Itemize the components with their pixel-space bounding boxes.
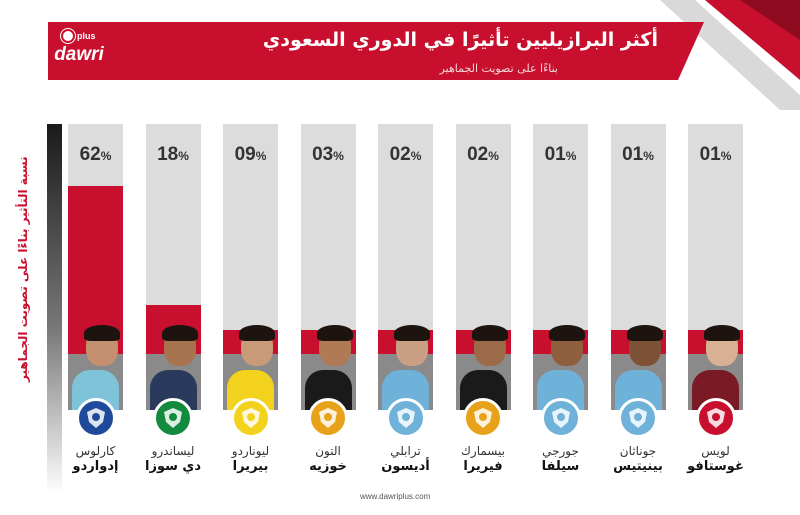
player-photo <box>227 325 275 410</box>
player-last-name: بيريرا <box>232 459 269 474</box>
batin-crest-icon <box>618 398 658 438</box>
player-first-name: كارلوس <box>75 444 116 458</box>
chart-subtitle: بناءًا على تصويت الجماهير <box>439 62 558 75</box>
player-hair <box>471 325 508 341</box>
batin-crest-icon <box>540 398 581 438</box>
data-label-value: 18 <box>157 144 179 165</box>
logo-plus-text: plus <box>77 31 96 41</box>
data-label-unit: % <box>643 149 654 163</box>
faisaly-crest-icon <box>695 398 736 438</box>
player-last-name: بينيتيس <box>613 459 663 474</box>
player-hair <box>239 325 275 341</box>
player-last-name: خوزيه <box>309 459 347 474</box>
qadsiah-crest-icon <box>308 398 348 438</box>
bar-column: 02% <box>455 124 511 438</box>
player-first-name: لويس <box>701 444 730 458</box>
nassr-crest-icon <box>230 398 271 438</box>
bar-column: 01% <box>533 124 588 438</box>
player-photo <box>382 325 430 410</box>
data-label-value: 01 <box>544 144 566 165</box>
chart-title: أكثر البرازيليين تأثيرًا في الدوري السعو… <box>262 29 658 51</box>
player-last-name: فيريرا <box>463 459 503 474</box>
player-photo <box>459 325 508 410</box>
data-label-unit: % <box>100 149 112 163</box>
data-label: 01% <box>533 144 588 166</box>
data-label-value: 09 <box>234 144 256 165</box>
player-first-name: بيسمارك <box>461 444 505 458</box>
data-label: 62% <box>68 144 123 166</box>
data-label-unit: % <box>565 149 577 163</box>
data-label-unit: % <box>720 149 732 163</box>
website-url: www.dawriplus.com <box>360 492 431 501</box>
player-first-name: التون <box>315 444 341 458</box>
data-label: 01% <box>688 144 743 166</box>
data-label-unit: % <box>178 149 189 163</box>
player-last-name: إدواردو <box>72 459 119 474</box>
player-first-name: جورجي <box>542 444 579 458</box>
player-first-name: ليوناردو <box>231 444 270 458</box>
y-axis-label: نسبة التأثير بناءًا على تصويت الجماهير <box>16 156 30 382</box>
bar-column: 03% <box>300 124 356 438</box>
bar-column: 02% <box>378 124 433 438</box>
dawriplus-logo: plus dawri <box>48 22 110 80</box>
player-first-name: ليساندرو <box>151 444 195 458</box>
player-hair <box>316 325 353 341</box>
bar-column: 62% <box>68 124 123 438</box>
data-label: 03% <box>301 144 356 166</box>
football-icon <box>61 29 75 43</box>
player-hair <box>161 325 198 341</box>
data-label: 02% <box>378 144 433 166</box>
player-photo <box>304 325 353 410</box>
player-hair <box>549 325 585 341</box>
qadsiah-crest-icon <box>463 398 503 438</box>
player-last-name: سيلفا <box>541 459 580 474</box>
data-label-unit: % <box>410 149 422 163</box>
player-hair <box>626 325 663 341</box>
data-label: 18% <box>146 144 201 166</box>
player-hair <box>84 325 120 341</box>
data-label: 01% <box>611 144 666 166</box>
player-last-name: أديسون <box>381 459 430 474</box>
player-last-name: غوستافو <box>687 459 744 474</box>
bar-column: 01% <box>688 124 743 438</box>
title-banner: أكثر البرازيليين تأثيرًا في الدوري السعو… <box>110 22 704 80</box>
player-hair <box>704 325 740 341</box>
player-photo <box>149 325 198 410</box>
logo-text: dawri <box>54 44 104 65</box>
data-label-unit: % <box>488 149 499 163</box>
data-label-value: 62 <box>79 144 101 165</box>
data-label-value: 03 <box>312 144 334 165</box>
data-label-unit: % <box>255 149 267 163</box>
player-photo <box>614 325 663 410</box>
ahli-crest-icon <box>153 398 193 438</box>
player-photo <box>537 325 585 410</box>
player-first-name: جوناثان <box>619 444 657 458</box>
player-hair <box>394 325 430 341</box>
data-label: 02% <box>456 144 511 166</box>
data-label-value: 01 <box>622 144 644 165</box>
data-label-value: 01 <box>699 144 721 165</box>
player-last-name: دي سوزا <box>145 459 201 474</box>
bar-column: 09% <box>223 124 278 438</box>
data-label: 09% <box>223 144 278 166</box>
player-first-name: ترابلي <box>390 444 421 458</box>
data-label-unit: % <box>333 149 344 163</box>
data-label-value: 02 <box>389 144 411 165</box>
hilal-crest-icon <box>75 398 116 438</box>
data-label-value: 02 <box>467 144 489 165</box>
y-axis-bar <box>47 124 62 494</box>
bar-column: 18% <box>145 124 201 438</box>
bar-column: 01% <box>610 124 666 438</box>
batin-crest-icon <box>385 398 426 438</box>
